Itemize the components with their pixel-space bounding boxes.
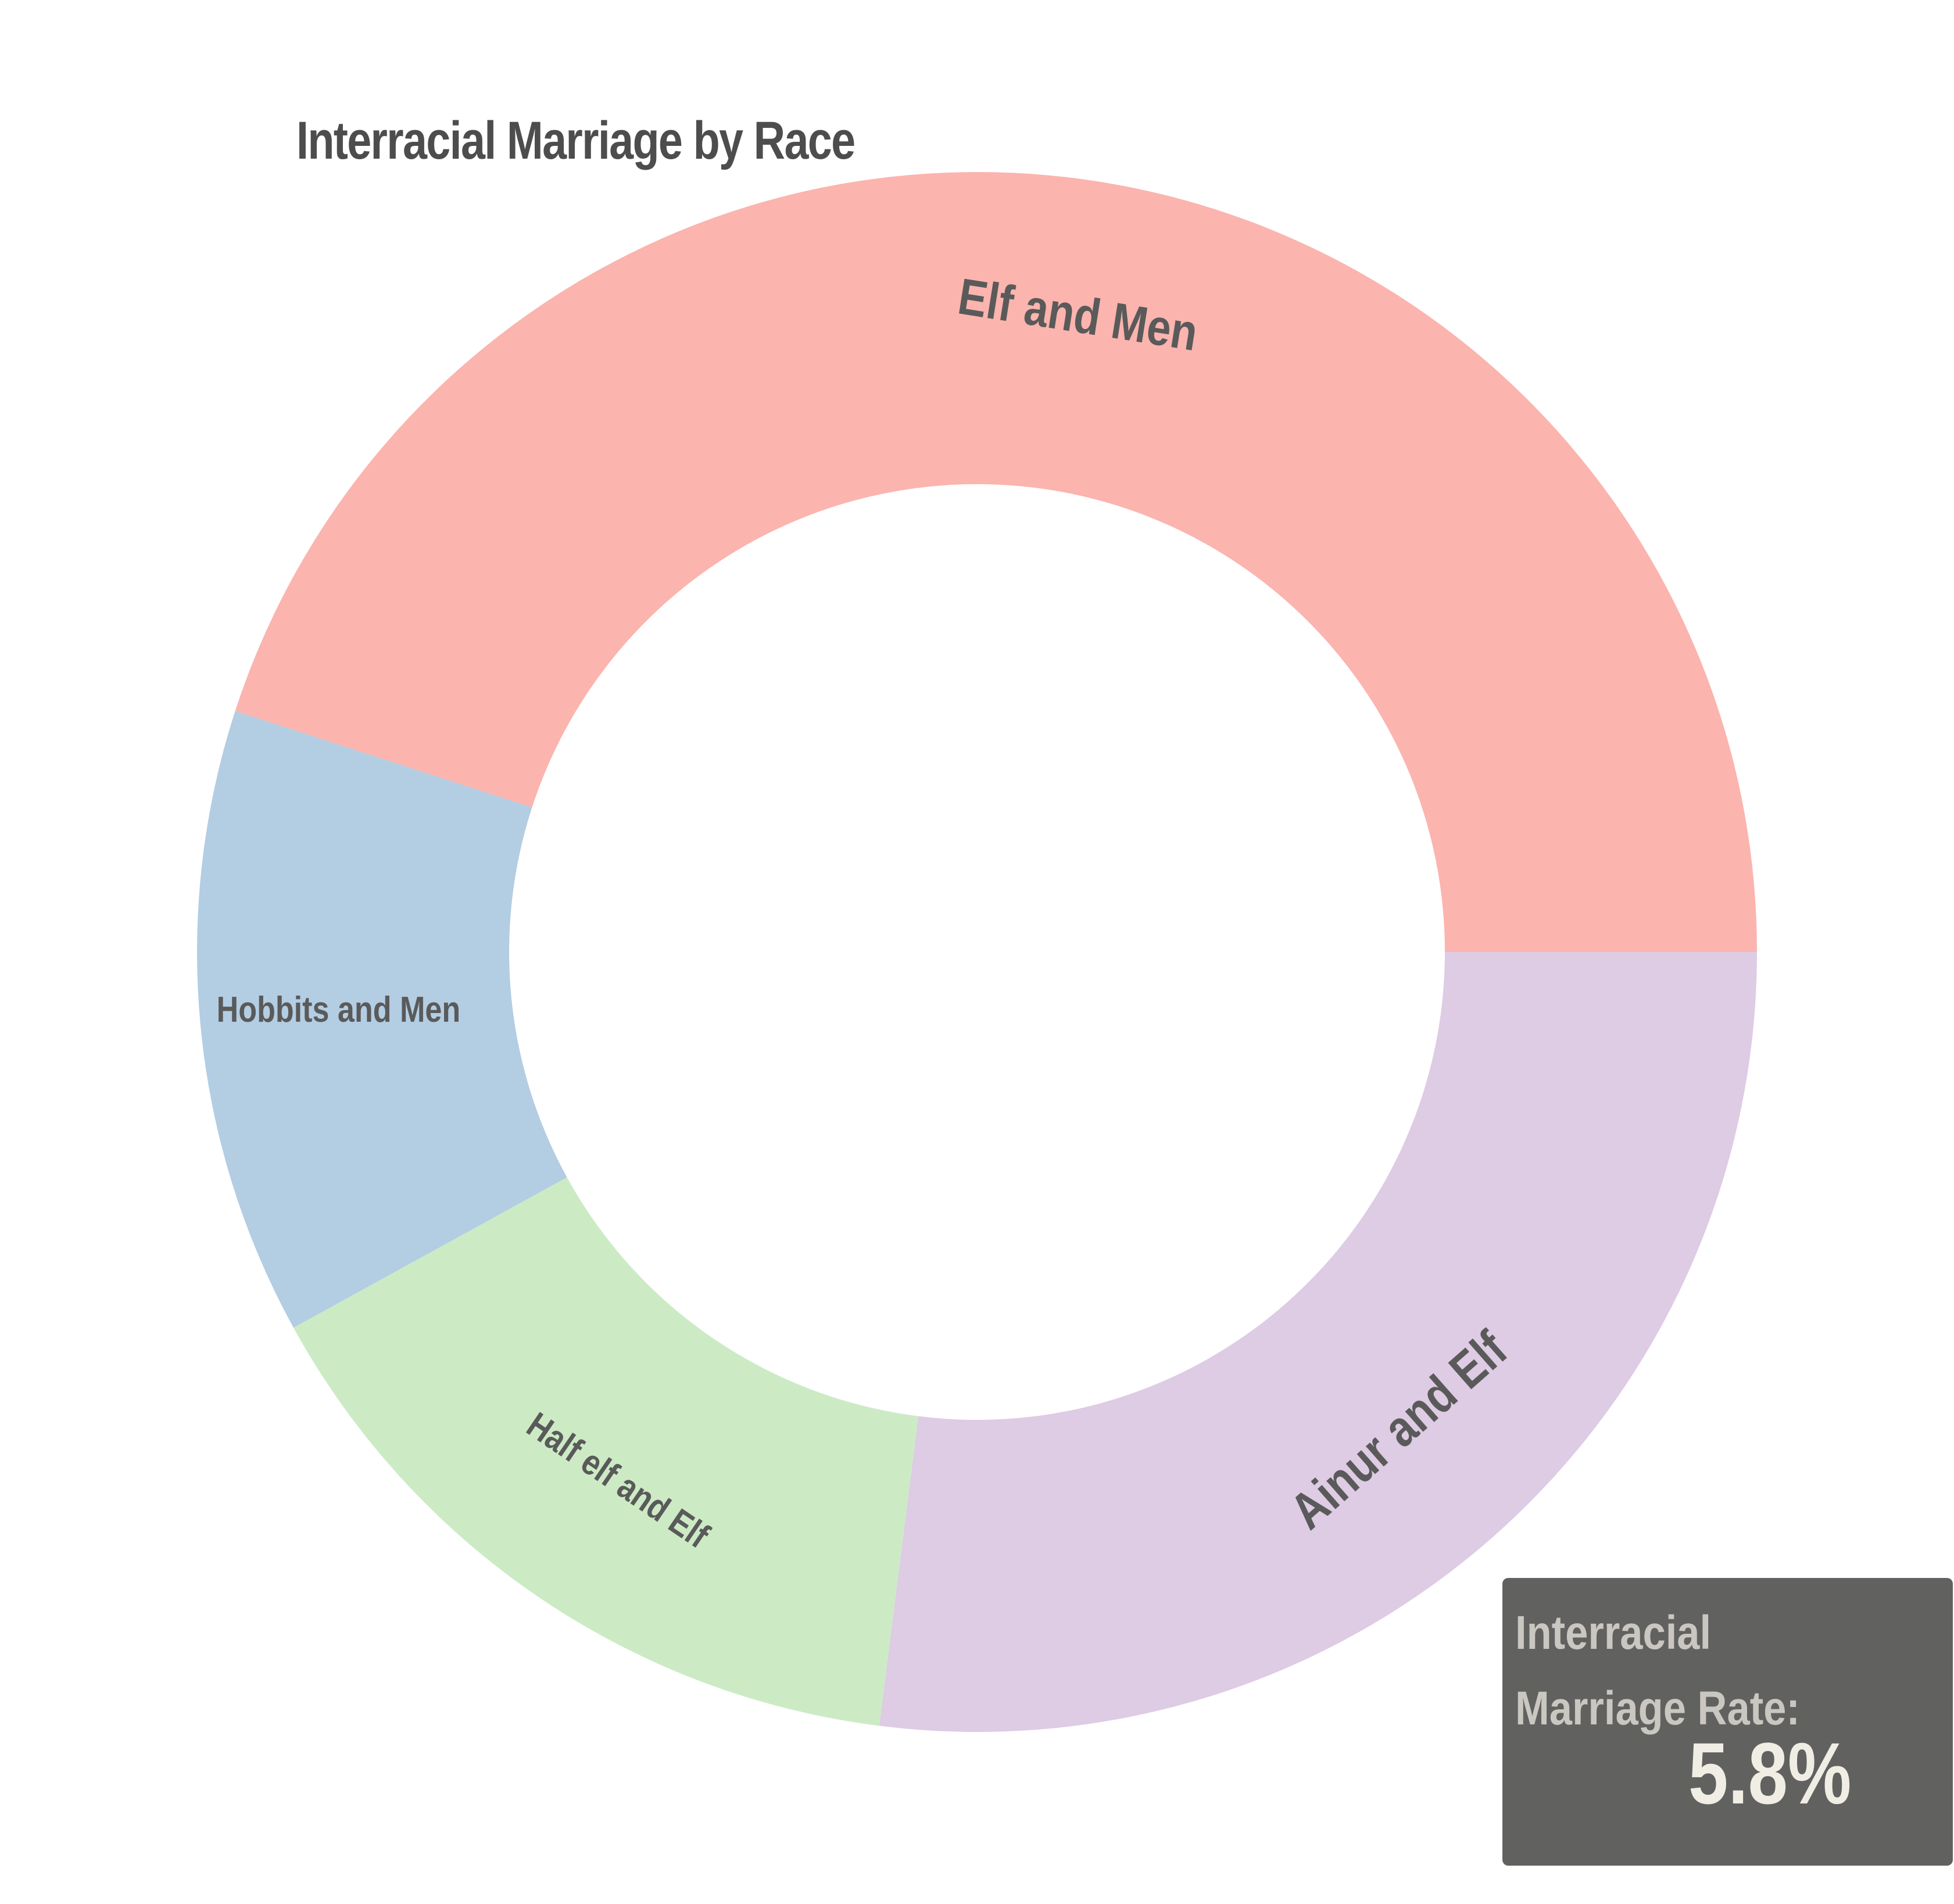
slice-elf-and-men — [235, 172, 1758, 952]
label-hobbits-and-men: Hobbits and Men — [217, 990, 460, 1030]
slice-half-elf-and-elf — [293, 1177, 919, 1726]
donut-slices — [197, 172, 1758, 1732]
chart-title: Interracial Marriage by Race — [296, 111, 856, 170]
rate-stat-value: 5.8% — [1688, 1724, 1852, 1822]
rate-stat-box: Interracial Marriage Rate: 5.8% — [1502, 1578, 1953, 1866]
slice-hobbits-and-men — [197, 711, 567, 1328]
slice-ainur-and-elf — [879, 952, 1757, 1732]
rate-stat-label: Interracial Marriage Rate: — [1515, 1606, 1800, 1735]
